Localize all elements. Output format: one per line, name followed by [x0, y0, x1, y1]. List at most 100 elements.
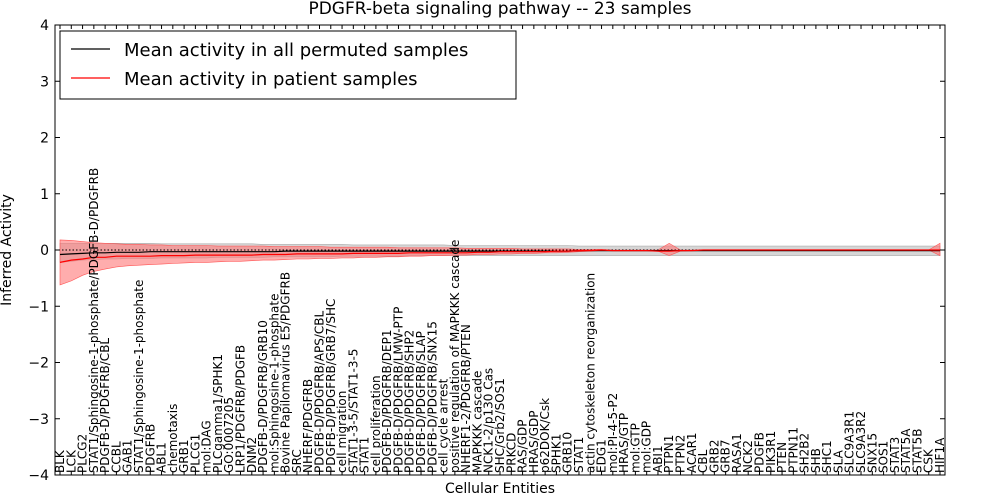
x-tick-label: STAT1/Sphingosine-1-phosphate/PDGFB-D/PD…: [87, 168, 101, 473]
x-tick-label: NCK2: [741, 440, 755, 473]
x-tick-label: PDGFB-D/PDGFRB/APS/CBL: [312, 310, 326, 473]
x-tick-label: mol:DAG: [200, 420, 214, 473]
x-tick-label: GRB1: [177, 439, 191, 473]
x-tick-label: ABL1: [155, 442, 169, 473]
x-tick-label: STAT1: [572, 437, 586, 473]
x-tick-label: GAB1: [121, 440, 135, 473]
legend-label-permuted: Mean activity in all permuted samples: [124, 40, 468, 61]
x-tick-label: ACAR1: [685, 432, 699, 473]
x-tick-label: SRC: [290, 449, 304, 473]
x-tick-label: actin cytoskeleton reorganization: [583, 273, 597, 473]
y-tick-label: 1: [40, 187, 49, 203]
x-tick-label: SLC9A3R1: [843, 411, 857, 473]
x-tick-label: PDGFB-D/PDGFRB/GRB10: [256, 320, 270, 473]
x-tick-label: STAT1/Sphingosine-1-phosphate: [132, 280, 146, 473]
x-tick-label: CSK: [922, 448, 936, 473]
x-tick-label: PDGFB: [752, 432, 766, 473]
x-tick-label: GRB10: [561, 432, 575, 473]
x-tick-label: GO:0007205: [222, 397, 236, 473]
x-tick-label: PRKCD: [504, 433, 518, 473]
x-tick-label: CCBL: [109, 441, 123, 473]
y-tick-label: −3: [28, 412, 49, 428]
x-tick-label: PIK3R1: [764, 431, 778, 473]
x-tick-label: PDGFB-D/PDGFRB/SLAP: [414, 331, 428, 473]
x-tick-label: HRAS/GTP: [617, 413, 631, 473]
x-tick-label: SHC/Grb2/SOS1: [493, 378, 507, 473]
confidence-bands: [59, 239, 941, 286]
plot-frame: [54, 24, 946, 476]
x-tick-label: LRP1/PDGFRB/PDGFB: [234, 345, 248, 473]
x-tick-label: SHB: [809, 448, 823, 473]
x-tick-label: cell proliferation: [369, 375, 383, 473]
x-tick-label: NHERF/PDGFRB: [301, 379, 315, 473]
x-tick-label: CBL: [696, 449, 710, 473]
x-tick-label: mol:Sphingosine-1-phosphate: [267, 294, 281, 474]
x-tick-label: mol:GDP: [640, 421, 654, 473]
x-tick-label: RASA1: [730, 433, 744, 473]
x-tick-label: mol:PI-4-5-P2: [606, 393, 620, 473]
x-tick-label: SLC9A3R2: [854, 411, 868, 473]
legend-box: [59, 30, 517, 100]
x-tick-label: SHC1: [820, 440, 834, 473]
x-tick-label: GRB2: [707, 439, 721, 473]
x-tick-label: ABI1: [651, 445, 665, 473]
x-tick-label: MAPKKK cascade: [470, 371, 484, 473]
x-tick-label: Bovine Papilomavirus E5/PDGFRB: [279, 272, 293, 473]
line-patient: [59, 249, 940, 263]
x-tick-label: PDGFB-D/PDGFRB/DEP1: [380, 329, 394, 473]
x-tick-label: STAT1: [358, 437, 372, 473]
x-tick-label: PTPN11: [786, 427, 800, 473]
x-tick-label: SLA: [831, 449, 845, 473]
x-tick-label: NHERF1-2/PDGFRB/PTEN: [459, 324, 473, 473]
x-tick-label: LCK: [64, 449, 78, 473]
y-tick-label: −4: [28, 468, 49, 484]
x-tick-label: HIF1A: [933, 437, 947, 473]
x-tick-label: cell migration: [335, 391, 349, 473]
x-tick-label: p62DOK/Csk: [538, 398, 552, 473]
x-tick-label: SOS1: [877, 441, 891, 473]
x-tick-label: chemotaxis: [166, 404, 180, 473]
x-tick-label: STAT5B: [910, 429, 924, 474]
x-tick-label: STAT3: [888, 437, 902, 473]
y-tick-label: 4: [40, 18, 49, 34]
x-tick-label: PDGFB-D/PDGFRB/CBL: [98, 338, 112, 473]
x-tick-label: PLCgamma1/SPHK1: [211, 354, 225, 473]
x-tick-label: PTPN2: [674, 435, 688, 473]
x-tick-label: GRB7: [719, 439, 733, 473]
legend-label-patient: Mean activity in patient samples: [124, 69, 418, 90]
x-tick-label: STAT1-3-5/STAT1-3-5: [346, 349, 360, 473]
y-tick-label: −1: [28, 299, 49, 315]
y-axis-label: Inferred Activity: [0, 194, 15, 306]
x-tick-label: PTPN1: [662, 435, 676, 473]
x-tick-label: DNM2: [245, 437, 259, 473]
x-tick-label: HRAS/GDP: [527, 410, 541, 473]
x-tick-label: RAS/GDP: [516, 420, 530, 474]
x-tick-label: SPHK1: [549, 434, 563, 473]
x-tick-label: mol:GTP: [628, 423, 642, 473]
x-tick-label: NCK1-2/p130 Cas: [482, 368, 496, 473]
x-axis-label: Cellular Entities: [445, 481, 555, 497]
legend: Mean activity in all permuted samples Me…: [59, 30, 517, 100]
y-tick-label: 3: [40, 74, 49, 90]
x-tick-label: PTEN: [775, 442, 789, 473]
x-tick-label: EDG1: [595, 439, 609, 473]
y-tick-label: −2: [28, 356, 49, 372]
y-tick-label: 0: [40, 243, 49, 259]
x-tick-label: PDGFB-D/PDGFRB/GRB7/SHC: [324, 299, 338, 473]
series-lines: [59, 249, 940, 263]
x-tick-label: PDGFB-D/PDGFRB/LMW-PTP: [391, 307, 405, 473]
x-tick-label: BLK: [53, 449, 67, 473]
x-tick-label: PDGFRB: [143, 424, 157, 473]
x-tick-label: cell cycle arrest: [437, 378, 451, 473]
x-tick-label: SNX15: [865, 433, 879, 473]
x-tick-label: PLCG2: [76, 434, 90, 473]
x-tick-label: PLCG1: [188, 434, 202, 473]
x-tick-labels: BLKLCKPLCG2STAT1/Sphingosine-1-phosphate…: [53, 168, 947, 473]
x-tick-label: STAT5A: [899, 428, 913, 473]
x-tick-label: positive regulation of MAPKKK cascade: [448, 240, 462, 473]
x-tick-label: PDGFB-D/PDGFRB/SNX15: [425, 321, 439, 473]
x-tick-label: PDGFB-D/PDGFRB/SHP2: [403, 330, 417, 473]
y-tick-label: 2: [40, 131, 49, 147]
chart-title: PDGFR-beta signaling pathway -- 23 sampl…: [308, 0, 691, 19]
